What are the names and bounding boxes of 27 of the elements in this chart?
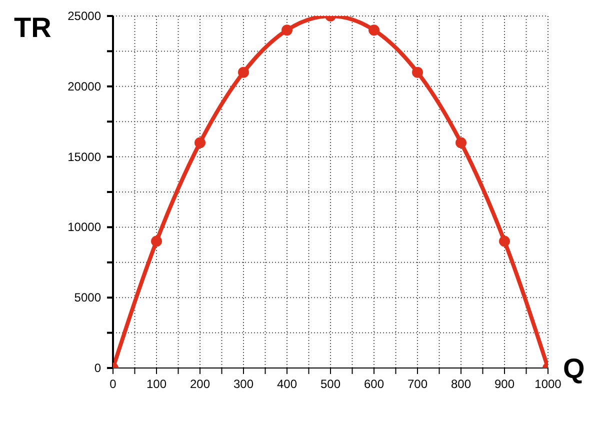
x-tick-label: 1000: [534, 377, 562, 391]
point: [368, 24, 380, 36]
point: [151, 236, 162, 247]
x-axis-title: Q: [563, 353, 585, 385]
x-tick-label: 300: [233, 377, 254, 391]
y-tick-label: 10000: [68, 220, 102, 234]
x-tick-label: 600: [364, 377, 384, 391]
point: [456, 137, 466, 148]
x-tick-label: 800: [450, 377, 472, 391]
y-tick-label: 20000: [68, 79, 102, 94]
y-axis-title: TR: [14, 12, 52, 44]
y-tick-label: 5000: [74, 290, 102, 305]
x-tick-label: 100: [146, 377, 167, 391]
point: [282, 24, 292, 36]
y-tick-label: 15000: [68, 150, 102, 164]
point: [238, 66, 249, 78]
x-tick-label: 700: [407, 377, 428, 391]
x-tick-label: 900: [494, 377, 515, 391]
x-tick-label: 200: [190, 377, 210, 391]
point: [412, 66, 423, 78]
y-tick-label: 0: [94, 361, 102, 375]
x-tick-label: 0: [110, 377, 117, 391]
x-tick-label: 500: [320, 377, 341, 391]
point: [499, 236, 510, 247]
point: [194, 137, 206, 148]
y-tick-label: 25000: [68, 9, 102, 23]
x-tick-label: 400: [276, 377, 298, 391]
